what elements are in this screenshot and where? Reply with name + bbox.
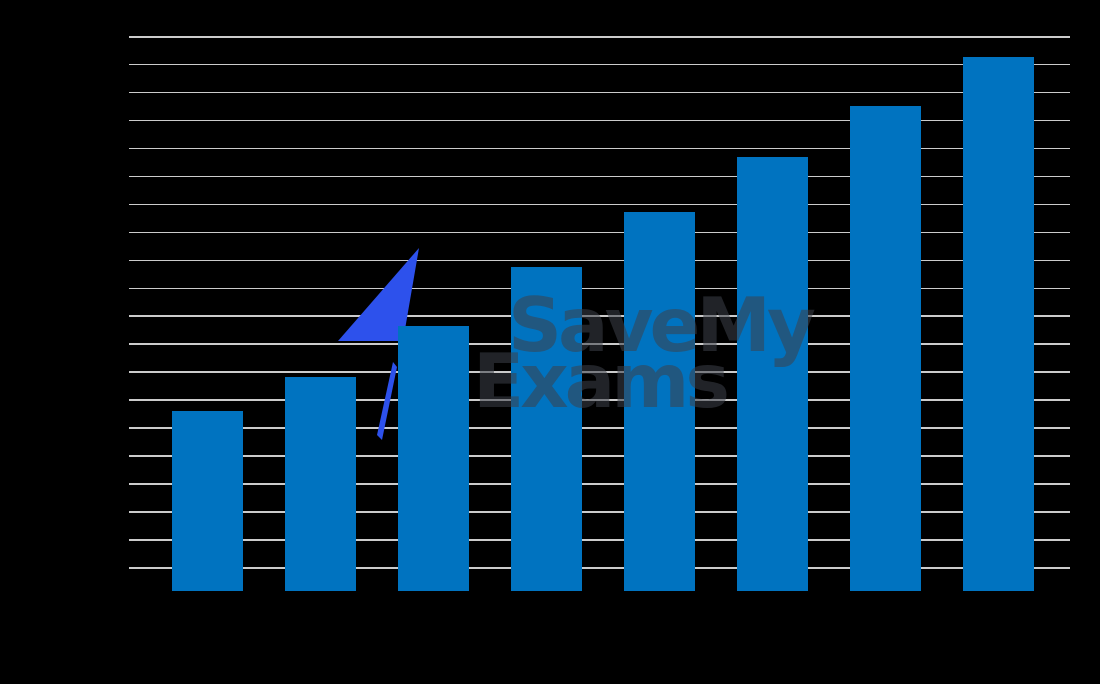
gridline: [129, 63, 1070, 66]
gridline: [129, 231, 1070, 234]
bar: [849, 106, 921, 591]
gridline: [129, 315, 1070, 317]
bar: [397, 326, 469, 591]
gridline: [129, 175, 1070, 178]
bar: [284, 377, 356, 591]
lightning-bolt-upper-shape: [338, 248, 419, 341]
gridline: [129, 36, 1070, 38]
gridline: [129, 567, 1070, 569]
gridline: [129, 147, 1070, 150]
bar: [171, 411, 243, 591]
gridline: [129, 399, 1070, 401]
bar: [962, 57, 1034, 591]
gridline: [129, 371, 1070, 373]
bar: [623, 212, 695, 591]
gridline: [129, 483, 1070, 485]
gridline: [129, 511, 1070, 513]
watermark-text-line1: SaveMy: [508, 281, 816, 369]
watermark-text-line2: Exams: [473, 337, 730, 425]
lightning-bolt-lower-shape: [377, 362, 397, 440]
gridline: [129, 343, 1070, 345]
gridline: [129, 427, 1070, 429]
gridline: [129, 539, 1070, 541]
gridline: [129, 119, 1070, 122]
gridline: [129, 91, 1070, 94]
gridline: [129, 259, 1070, 262]
gridline: [129, 455, 1070, 457]
bar: [736, 157, 808, 591]
bar: [510, 267, 582, 591]
gridline: [129, 287, 1070, 290]
gridline: [129, 203, 1070, 206]
